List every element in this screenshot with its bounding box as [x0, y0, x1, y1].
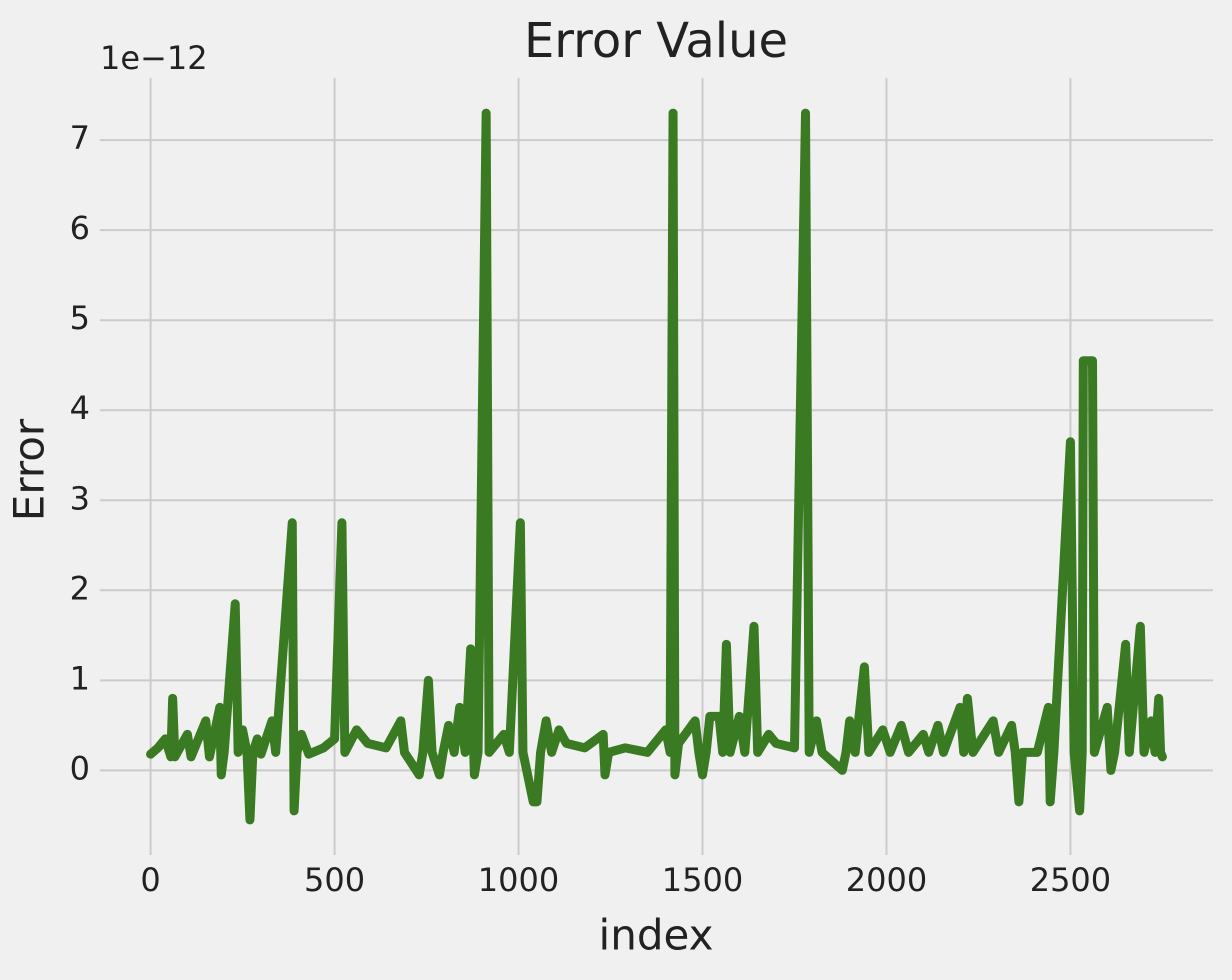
y-tick-label: 4 [70, 389, 90, 427]
y-tick-label: 6 [70, 209, 90, 247]
x-tick-label: 2500 [1030, 861, 1111, 899]
y-axis-label: Error [5, 418, 54, 521]
x-tick-label: 0 [140, 861, 160, 899]
x-tick-label: 1000 [478, 861, 559, 899]
y-tick-label: 2 [70, 569, 90, 607]
y-tick-label: 5 [70, 299, 90, 337]
x-tick-label: 500 [304, 861, 365, 899]
x-tick-label: 2000 [846, 861, 927, 899]
offset-label: 1e−12 [100, 39, 208, 77]
y-tick-label: 3 [70, 479, 90, 517]
y-tick-label: 7 [70, 119, 90, 157]
x-axis-label: index [599, 911, 714, 960]
data-line [146, 108, 1167, 825]
plot [146, 108, 1167, 825]
x-tick-label: 1500 [662, 861, 743, 899]
y-tick-label: 0 [70, 749, 90, 787]
chart-title: Error Value [524, 13, 788, 69]
y-tick-label: 1 [70, 659, 90, 697]
